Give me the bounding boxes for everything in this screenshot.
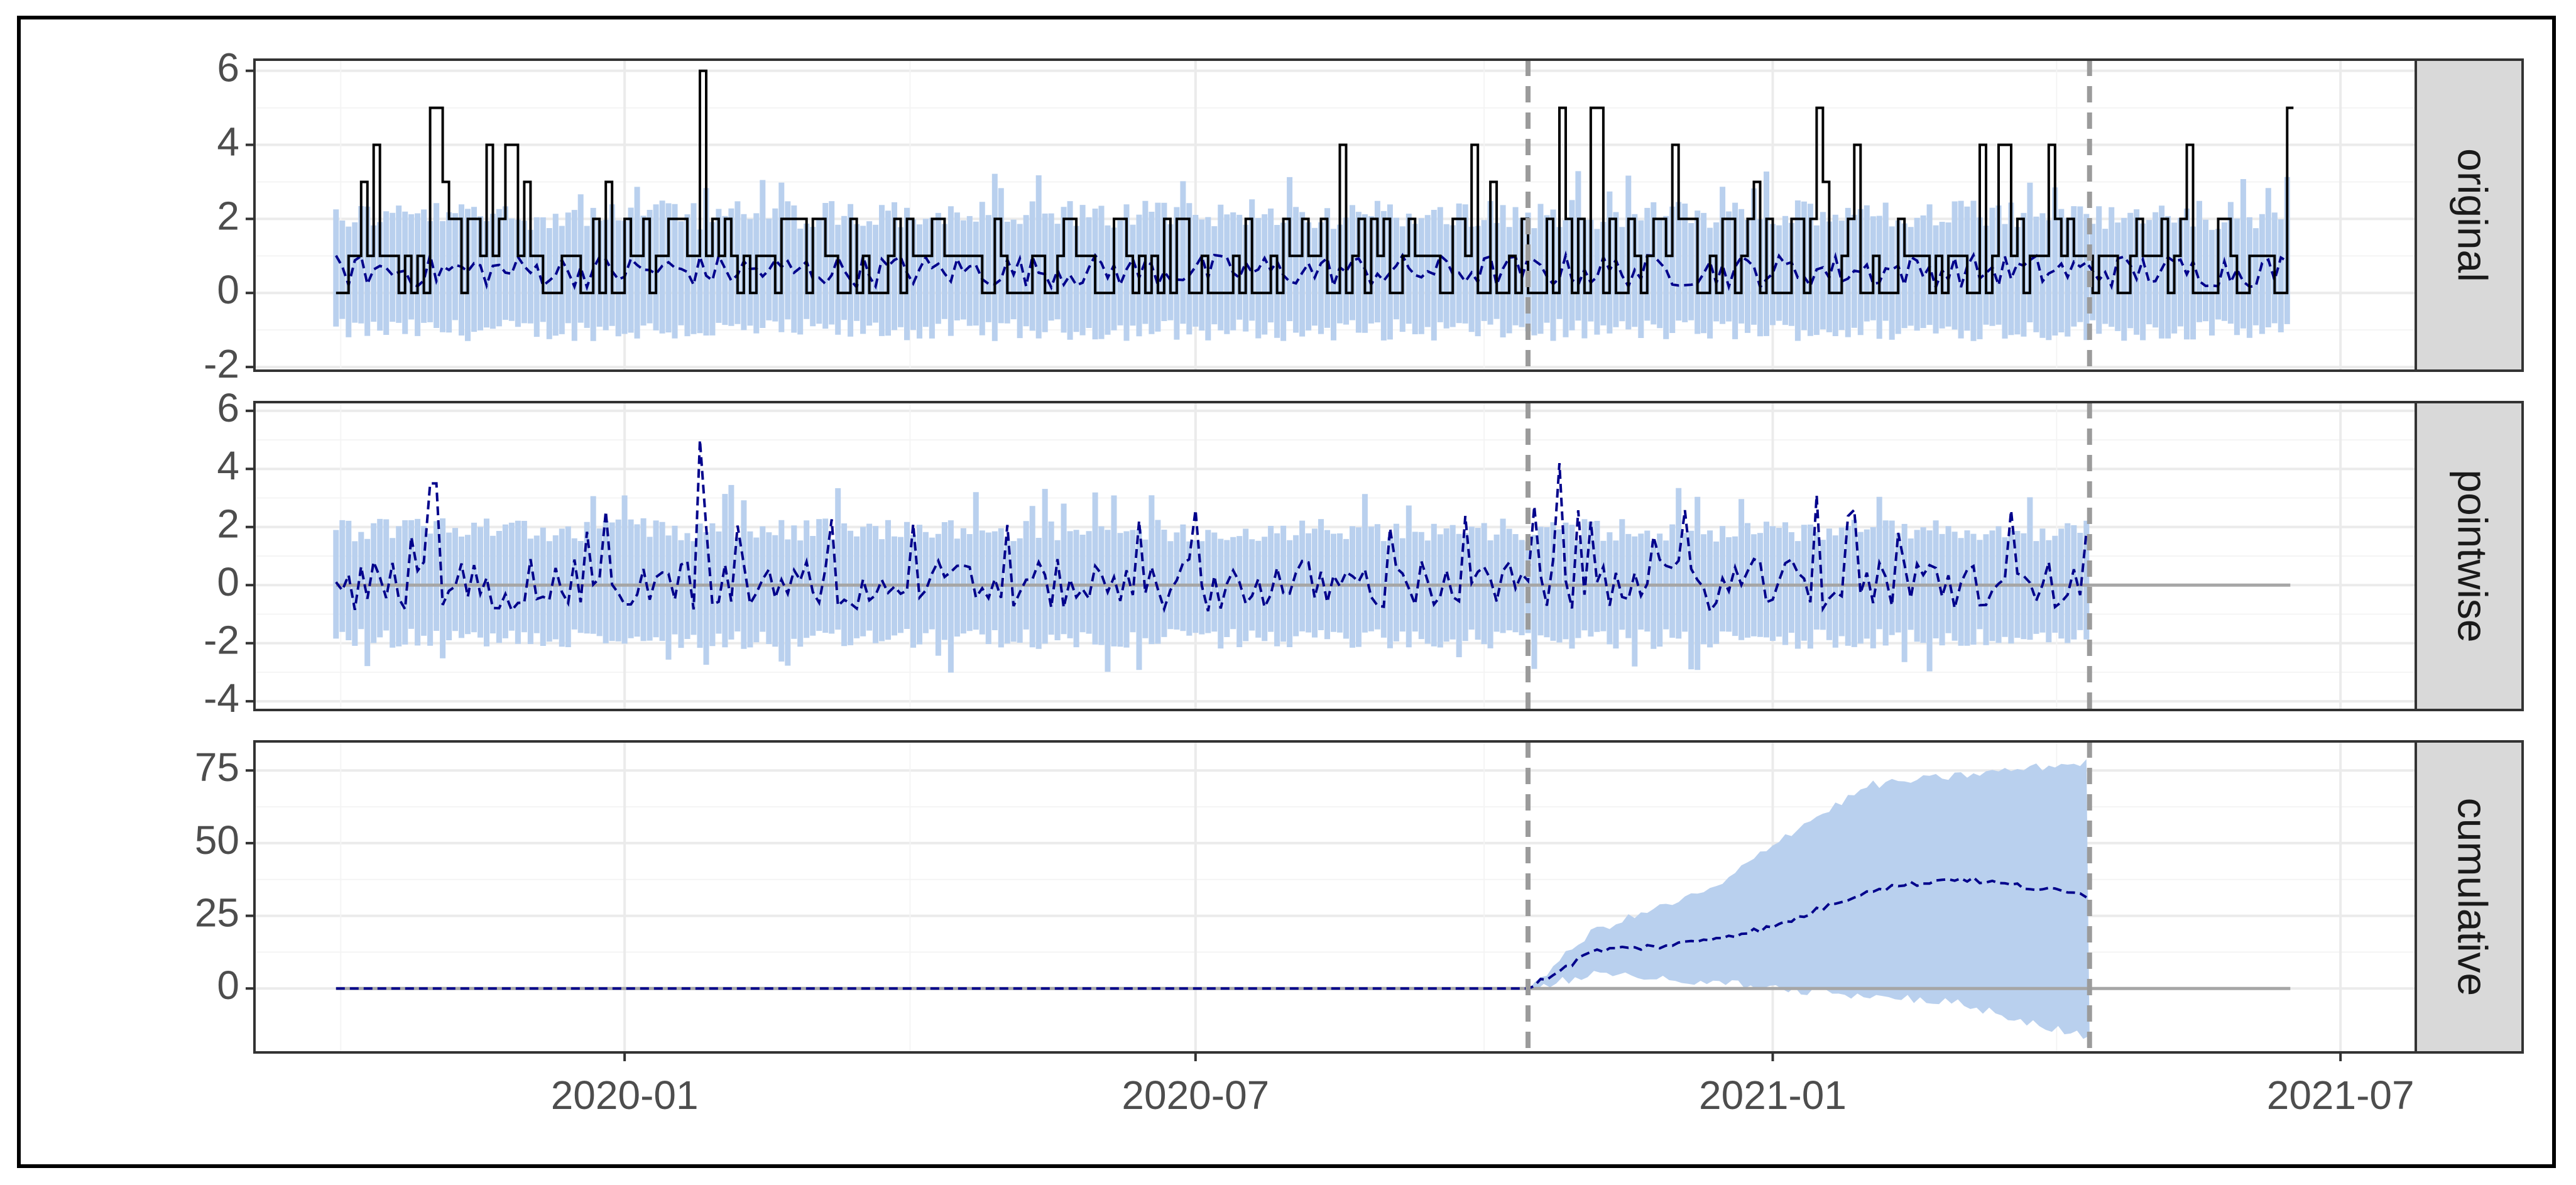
data-layer — [333, 402, 2291, 710]
strip-background — [2415, 58, 2524, 372]
y-tick-label: 4 — [217, 443, 239, 488]
cumulative-interval-band — [1528, 759, 2090, 1039]
data-layer — [333, 60, 2294, 371]
y-tick-label: 6 — [217, 45, 239, 90]
strip-background — [2415, 740, 2524, 1054]
strip: pointwise — [2415, 401, 2524, 711]
y-tick-label: 6 — [217, 385, 239, 430]
y-tick-label: 2 — [217, 501, 239, 547]
y-tick-label: 4 — [217, 119, 239, 164]
y-axis: 0 25 50 75 — [195, 745, 254, 1008]
y-axis: -2 0 2 4 6 — [204, 45, 254, 386]
panel-pointwise: -4 -2 0 2 4 6 pointwise — [204, 385, 2524, 721]
x-tick-label: 2021-01 — [1699, 1073, 1847, 1118]
y-tick-label: 0 — [217, 963, 239, 1008]
y-tick-label: -2 — [204, 618, 239, 663]
y-tick-label: 0 — [217, 559, 239, 604]
cumulative-effect-line — [336, 875, 2087, 990]
x-tick-label: 2020-07 — [1122, 1073, 1269, 1118]
x-tick-label: 2020-01 — [551, 1073, 699, 1118]
y-axis: -4 -2 0 2 4 6 — [204, 385, 254, 721]
observed-line — [336, 69, 2294, 295]
strip-background — [2415, 401, 2524, 711]
y-tick-label: -4 — [204, 675, 239, 721]
y-tick-label: 2 — [217, 193, 239, 238]
panel-cumulative: 0 25 50 75 cumulative — [195, 740, 2524, 1054]
strip-label: cumulative — [2450, 798, 2496, 996]
y-tick-label: 25 — [195, 890, 239, 935]
strip: original — [2415, 58, 2524, 372]
x-tick-label: 2021-07 — [2267, 1073, 2415, 1118]
x-axis: 2020-01 2020-07 2021-01 2021-07 — [551, 1052, 2415, 1118]
y-tick-label: -2 — [204, 341, 239, 386]
y-tick-label: 0 — [217, 267, 239, 312]
figure-border — [17, 16, 2556, 1168]
pointwise-effect-line — [335, 439, 2088, 614]
data-layer — [336, 741, 2291, 1052]
strip-label: pointwise — [2450, 469, 2496, 642]
strip: cumulative — [2415, 740, 2524, 1054]
strip-label: original — [2450, 148, 2496, 282]
y-tick-label: 50 — [195, 817, 239, 863]
y-tick-label: 75 — [195, 745, 239, 790]
prediction-line — [335, 250, 2288, 292]
panel-original: -2 0 2 4 6 original — [204, 45, 2524, 386]
